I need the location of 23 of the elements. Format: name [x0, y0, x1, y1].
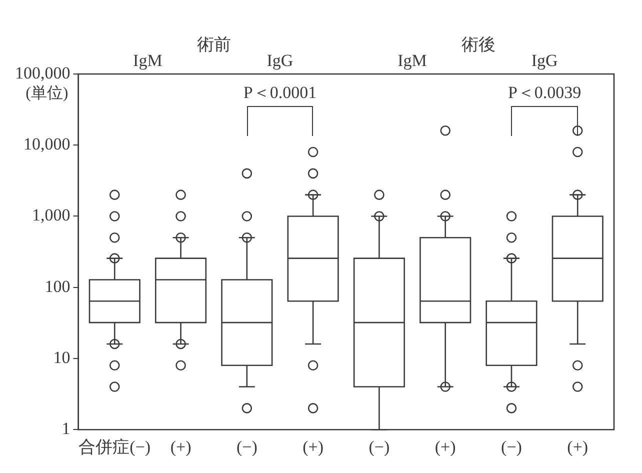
text: 術前 [196, 35, 231, 54]
x-tick-label: (−) [368, 437, 390, 456]
x-tick-label: (+) [170, 437, 192, 456]
y-axis-title: (単位) [26, 85, 68, 102]
y-tick-label: 1,000 [32, 206, 70, 225]
y-tick-label: 1 [62, 419, 70, 438]
text: IgG [531, 51, 558, 70]
y-tick-label: 10 [53, 348, 70, 367]
x-tick-label: (+) [567, 437, 588, 456]
annotation: P＜0.0001 [243, 83, 317, 102]
x-tick-label: (+) [302, 437, 324, 456]
x-tick-label: (−) [236, 437, 258, 456]
y-tick-label: 100,000 [15, 63, 70, 82]
text: 術後 [461, 35, 496, 54]
y-tick-label: 100 [44, 276, 70, 296]
text: IgM [398, 51, 427, 70]
y-tick-label: 10,000 [24, 134, 70, 154]
x-tick-label: (+) [434, 437, 456, 456]
annotation: P＜0.0039 [508, 83, 582, 102]
x-tick-label: (−) [501, 437, 522, 456]
x-tick-label: 合併症(−) [78, 437, 151, 456]
text: IgG [266, 51, 294, 70]
text: IgM [133, 51, 162, 70]
